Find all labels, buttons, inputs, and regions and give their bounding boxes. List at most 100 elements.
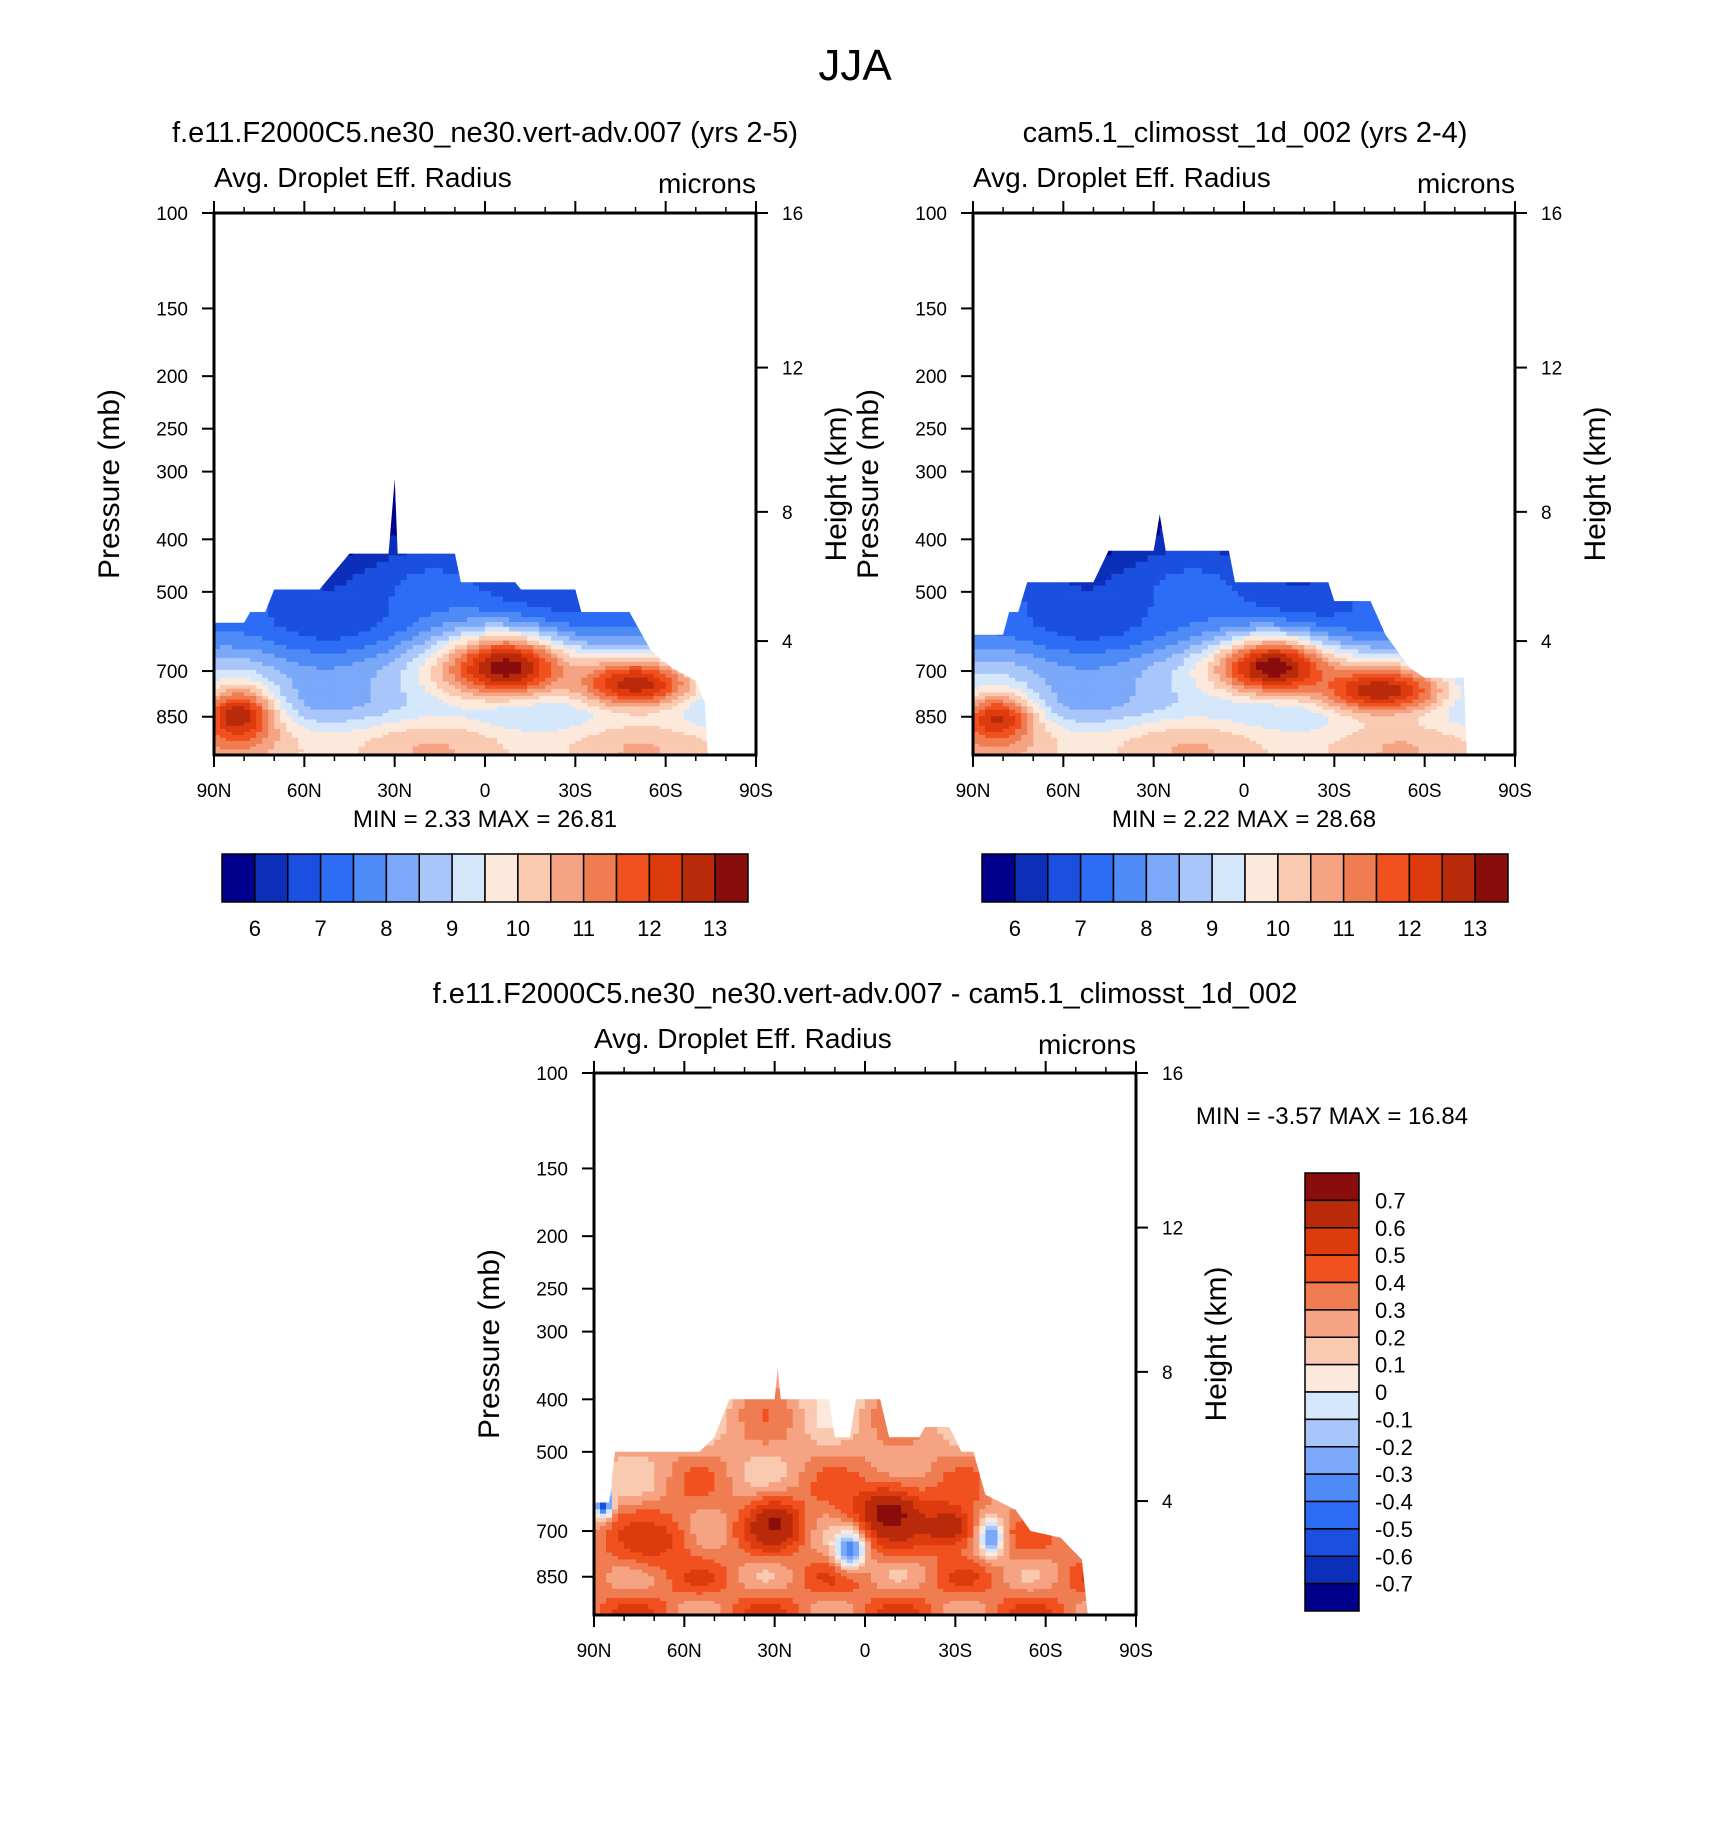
contour-cell bbox=[286, 631, 293, 637]
contour-cell bbox=[442, 657, 450, 663]
contour-cell bbox=[424, 743, 432, 748]
contour-cell bbox=[226, 731, 233, 736]
contour-cell bbox=[412, 703, 420, 707]
contour-cell bbox=[280, 709, 287, 714]
contour-cell bbox=[394, 612, 402, 618]
contour-cell bbox=[466, 725, 474, 730]
contour-cell bbox=[400, 716, 408, 721]
contour-cell bbox=[485, 640, 492, 646]
contour-cell bbox=[611, 740, 619, 745]
contour-cell bbox=[473, 696, 480, 701]
contour-cell bbox=[274, 716, 281, 721]
contour-cell bbox=[358, 734, 366, 739]
contour-cell bbox=[274, 722, 281, 727]
contour-cell bbox=[527, 709, 534, 714]
contour-cell bbox=[430, 706, 438, 711]
contour-cell bbox=[400, 728, 408, 733]
contour-cell bbox=[322, 649, 329, 655]
contour-cell bbox=[605, 677, 612, 683]
contour-cell bbox=[238, 622, 245, 628]
contour-cell bbox=[454, 743, 462, 748]
contour-cell bbox=[322, 716, 329, 721]
contour-cell bbox=[292, 617, 299, 623]
contour-cell bbox=[569, 703, 576, 707]
contour-cell bbox=[617, 685, 625, 690]
contour-cell bbox=[527, 665, 534, 671]
contour-cell bbox=[599, 743, 606, 748]
contour-cell bbox=[322, 653, 329, 659]
contour-cell bbox=[394, 681, 402, 686]
contour-cell bbox=[503, 725, 510, 730]
contour-cell bbox=[316, 716, 323, 721]
contour-cell bbox=[322, 673, 329, 679]
contour-cell bbox=[406, 728, 414, 733]
contour-cell bbox=[533, 631, 540, 637]
contour-cell bbox=[250, 688, 257, 693]
contour-cell bbox=[605, 746, 612, 750]
contour-cell bbox=[262, 688, 269, 693]
contour-cell bbox=[244, 699, 251, 704]
contour-cell bbox=[509, 626, 516, 633]
contour-cell bbox=[430, 719, 438, 724]
contour-cell bbox=[683, 728, 691, 733]
contour-cell bbox=[527, 601, 534, 608]
contour-cell bbox=[497, 607, 504, 613]
contour-cell bbox=[376, 622, 384, 628]
contour-cell bbox=[214, 740, 221, 745]
contour-cell bbox=[545, 657, 552, 663]
contour-cell bbox=[220, 661, 227, 667]
contour-cell bbox=[521, 640, 528, 646]
contour-cell bbox=[491, 728, 498, 733]
contour-cell bbox=[659, 731, 667, 736]
contour-cell bbox=[551, 645, 558, 650]
contour-cell bbox=[430, 746, 438, 750]
contour-cell bbox=[581, 743, 588, 748]
contour-cell bbox=[575, 716, 582, 721]
contour-cell bbox=[412, 645, 420, 650]
contour-cell bbox=[340, 716, 348, 721]
contour-cell bbox=[442, 649, 450, 655]
contour-cell bbox=[412, 696, 420, 701]
contour-cell bbox=[334, 645, 341, 650]
contour-cell bbox=[551, 669, 558, 675]
contour-cell bbox=[388, 709, 396, 714]
contour-cell bbox=[460, 626, 468, 633]
contour-cell bbox=[611, 734, 619, 739]
contour-cell bbox=[406, 673, 414, 679]
contour-cell bbox=[659, 706, 667, 711]
contour-cell bbox=[521, 728, 528, 733]
contour-cell bbox=[376, 709, 384, 714]
contour-cell bbox=[593, 612, 600, 618]
contour-cell bbox=[394, 728, 402, 733]
contour-cell bbox=[563, 725, 570, 730]
contour-cell bbox=[334, 665, 341, 671]
contour-cell bbox=[298, 699, 305, 704]
contour-cell bbox=[665, 737, 673, 742]
contour-cell bbox=[400, 579, 408, 587]
contour-cell bbox=[406, 665, 414, 671]
contour-cell bbox=[286, 677, 293, 683]
contour-cell bbox=[376, 673, 384, 679]
contour-cell bbox=[316, 617, 323, 623]
contour-cell bbox=[388, 513, 396, 522]
contour-cell bbox=[605, 706, 612, 711]
contour-cell bbox=[280, 681, 287, 686]
contour-cell bbox=[665, 692, 673, 697]
contour-cell bbox=[406, 685, 414, 690]
contour-cell bbox=[551, 743, 558, 748]
contour-cell bbox=[677, 740, 685, 745]
contour-cell bbox=[394, 665, 402, 671]
contour-cell bbox=[497, 681, 504, 686]
contour-cell bbox=[515, 596, 522, 603]
contour-cell bbox=[563, 653, 570, 659]
contour-cell bbox=[659, 699, 667, 704]
contour-cell bbox=[340, 585, 348, 592]
contour-cell bbox=[485, 631, 492, 637]
contour-cell bbox=[424, 612, 432, 618]
contour-cell bbox=[539, 649, 546, 655]
contour-cell bbox=[539, 688, 546, 693]
contour-cell bbox=[551, 685, 558, 690]
contour-cell bbox=[635, 657, 643, 663]
contour-cell bbox=[466, 579, 474, 587]
contour-cell bbox=[581, 709, 588, 714]
